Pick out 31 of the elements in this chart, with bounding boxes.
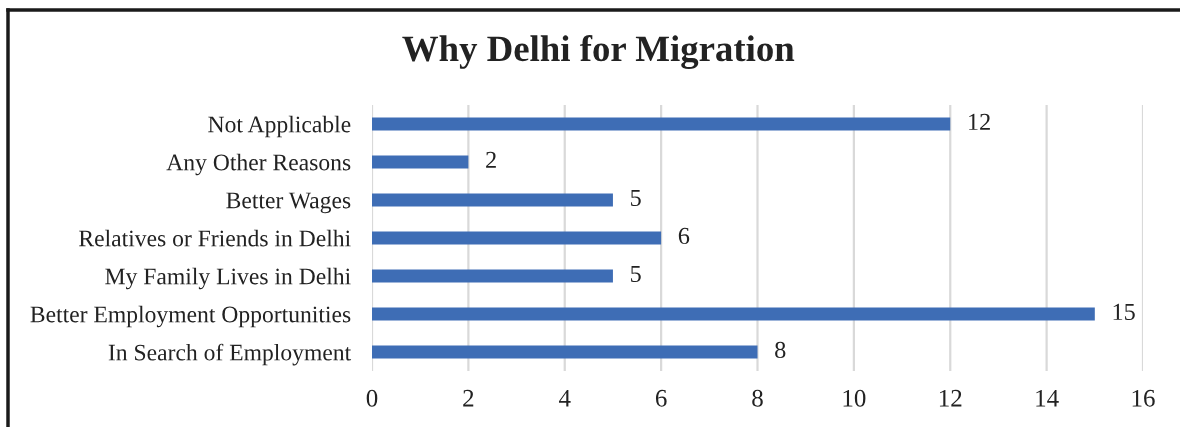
y-tick-label: My Family Lives in Delhi xyxy=(105,267,351,290)
bar xyxy=(372,269,613,283)
y-tick-label: Any Other Reasons xyxy=(166,153,351,176)
chart-title: Why Delhi for Migration xyxy=(402,34,795,70)
data-label: 5 xyxy=(631,265,641,283)
x-tick-label: 6 xyxy=(655,389,667,407)
x-tick-label: 0 xyxy=(366,389,378,407)
x-tick-label: 4 xyxy=(558,389,571,407)
bar xyxy=(372,231,662,245)
data-label: 12 xyxy=(969,113,990,130)
bar xyxy=(372,117,951,131)
data-label: 2 xyxy=(486,151,496,168)
bar xyxy=(372,193,613,207)
x-tick-label: 10 xyxy=(843,389,866,407)
x-tick-label: 12 xyxy=(939,389,962,407)
x-tick-label: 8 xyxy=(752,389,763,407)
bar xyxy=(372,307,1095,321)
bar xyxy=(372,345,758,359)
data-label: 6 xyxy=(678,227,690,245)
y-tick-label: Not Applicable xyxy=(208,115,351,138)
bar xyxy=(372,155,469,169)
y-tick-label: Better Employment Opportunities xyxy=(30,305,351,328)
x-tick-label: 14 xyxy=(1036,389,1059,407)
x-tick-label: 2 xyxy=(463,389,474,407)
data-label: 5 xyxy=(631,189,641,207)
x-tick-label: 16 xyxy=(1132,389,1155,407)
y-tick-label: In Search of Employment xyxy=(108,343,352,366)
y-tick-label: Relatives or Friends in Delhi xyxy=(79,229,351,247)
y-tick-label: Better Wages xyxy=(226,192,351,214)
data-label: 8 xyxy=(775,341,786,359)
data-label: 15 xyxy=(1113,303,1135,321)
